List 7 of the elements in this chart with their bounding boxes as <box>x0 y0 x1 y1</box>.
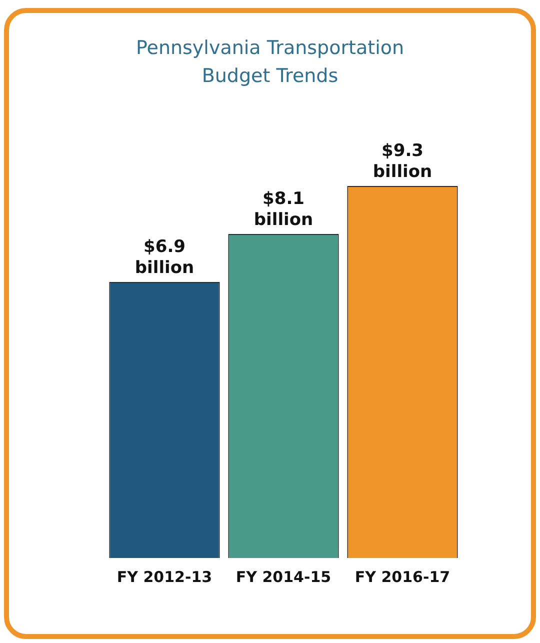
x-tick-label: FY 2016-17 <box>354 568 450 586</box>
x-tick-label: FY 2014-15 <box>236 568 332 586</box>
chart-title: Pennsylvania Transportation Budget Trends <box>134 36 406 89</box>
data-label: $6.9 billion <box>134 236 194 278</box>
data-label: $8.1 billion <box>254 188 314 230</box>
x-tick-label: FY 2012-13 <box>116 568 212 586</box>
data-label: $9.3 billion <box>372 140 432 182</box>
